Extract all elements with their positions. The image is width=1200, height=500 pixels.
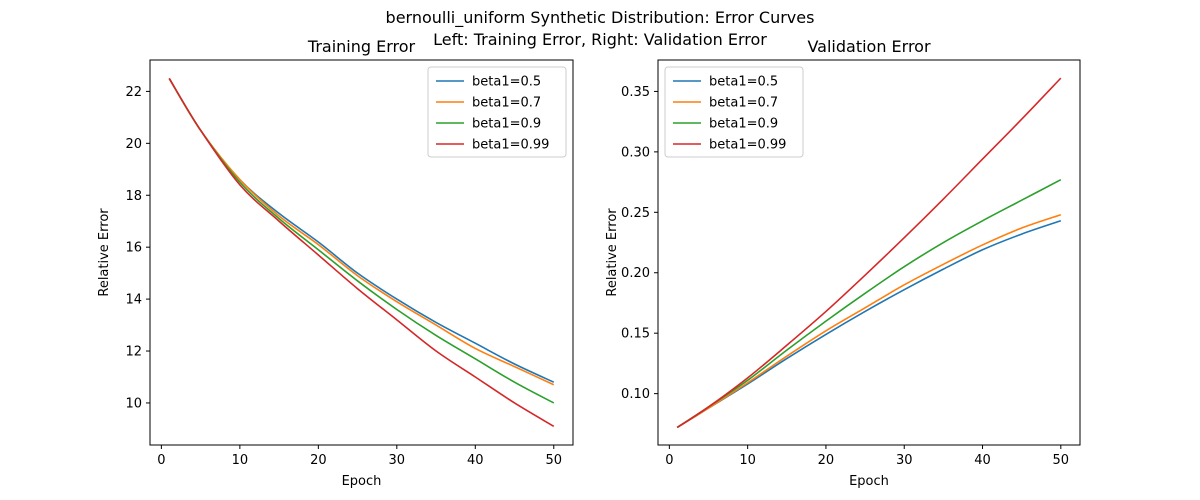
validation-x-tick-label: 0 [665,453,673,468]
training-y-tick-label: 14 [125,293,142,308]
training-y-tick-label: 20 [125,137,142,152]
training-series-line-beta1-0-7 [168,78,555,386]
validation-y-tick-label: 0.30 [621,145,650,160]
validation-legend-label: beta1=0.7 [709,96,778,111]
validation-x-tick-label: 20 [818,453,835,468]
training-x-tick-label: 30 [389,453,406,468]
validation-series-line-beta1-0-7 [676,213,1062,429]
validation-axes-frame [657,59,1081,446]
training-y-tick-label: 16 [125,241,142,256]
training-y-tick-label: 10 [125,396,142,411]
training-x-axis-label: Epoch [342,474,382,489]
training-y-tick-label: 22 [125,85,142,100]
training-legend-label: beta1=0.7 [472,96,541,111]
figure-suptitle-line1: bernoulli_uniform Synthetic Distribution… [386,8,815,28]
validation-x-axis-label: Epoch [849,474,889,489]
validation-x-tick-label: 30 [896,453,913,468]
validation-legend-box [664,66,804,158]
training-axes-frame [149,59,574,446]
validation-x-tick-label: 50 [1053,453,1070,468]
validation-legend-label: beta1=0.5 [709,75,778,90]
training-y-tick-label: 18 [125,189,142,204]
validation-y-tick-label: 0.25 [621,206,650,221]
validation-series-line-beta1-0-99 [676,77,1062,429]
figure-suptitle-line2: Left: Training Error, Right: Validation … [433,30,767,49]
validation-error-axes: Validation Error 0 10 20 30 40 50 0.10 0.15 0.20 0… [605,37,1081,489]
validation-legend: beta1=0.5 beta1=0.7 beta1=0.9 beta1=0.99 [664,66,804,158]
training-legend-label: beta1=0.99 [472,138,549,153]
validation-y-tick-label: 0.20 [621,266,650,281]
training-legend: beta1=0.5 beta1=0.7 beta1=0.9 beta1=0.99 [427,66,567,158]
validation-x-tick-label: 40 [974,453,991,468]
training-x-tick-label: 20 [310,453,327,468]
validation-axes-title: Validation Error [807,37,931,56]
training-legend-box [427,66,567,158]
validation-legend-label: beta1=0.99 [709,138,786,153]
training-x-tick-label: 50 [545,453,562,468]
training-x-tick-label: 10 [232,453,249,468]
validation-legend-label: beta1=0.9 [709,117,778,132]
validation-x-tick-label: 10 [739,453,756,468]
training-series-line-beta1-0-9 [168,78,555,404]
training-x-tick-label: 40 [467,453,484,468]
training-y-tick-label: 12 [125,345,142,360]
training-y-axis-label: Relative Error [97,208,112,297]
validation-y-tick-label: 0.10 [621,387,650,402]
training-error-axes: Training Error 0 10 20 30 40 50 10 12 14 16 18 20 22 E… [97,37,574,489]
validation-series-line-beta1-0-9 [676,178,1062,429]
training-series-line-beta1-0-99 [168,78,555,427]
training-x-tick-label: 0 [157,453,165,468]
validation-y-tick-label: 0.35 [621,85,650,100]
training-legend-label: beta1=0.9 [472,117,541,132]
validation-y-axis-label: Relative Error [605,208,620,297]
validation-y-tick-label: 0.15 [621,327,650,342]
training-legend-label: beta1=0.5 [472,75,541,90]
validation-series-line-beta1-0-5 [676,220,1062,429]
training-axes-title: Training Error [307,37,416,56]
